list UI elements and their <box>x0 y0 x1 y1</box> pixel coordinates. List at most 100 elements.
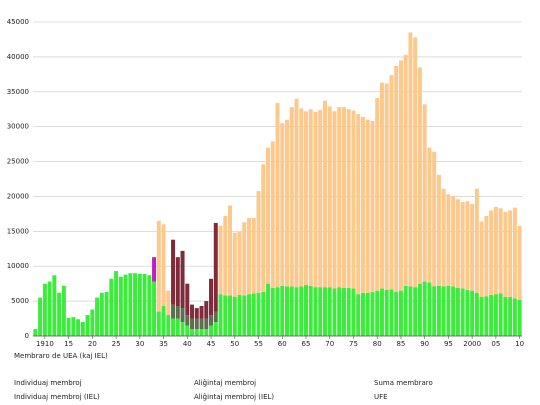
bar-segment <box>209 278 214 316</box>
y-tick-label: 35000 <box>7 88 29 96</box>
bar-segment <box>180 322 185 336</box>
x-axis-label: Membraro de UEA (kaj IEL) <box>14 352 108 360</box>
x-tick-label: 55 <box>254 340 263 348</box>
bar-segment <box>199 318 204 330</box>
bar-segment <box>47 281 52 336</box>
bar-segment <box>261 164 266 293</box>
x-tick-label: 75 <box>349 340 358 348</box>
bar-segment <box>365 292 370 336</box>
bar-segment <box>85 315 90 336</box>
bar-segment <box>422 281 427 336</box>
bar-segment <box>147 275 152 336</box>
bar-segment <box>460 202 465 289</box>
bar-segment <box>180 250 185 309</box>
x-tick-label: 35 <box>159 340 168 348</box>
bar-segment <box>379 288 384 336</box>
y-tick-label: 10000 <box>7 262 29 270</box>
y-tick-label: 15000 <box>7 227 29 235</box>
bar-segment <box>137 273 142 336</box>
bar-segment <box>318 287 323 336</box>
bar-segment <box>204 318 209 330</box>
bar-segment <box>432 151 437 287</box>
legend-entry: UFE <box>374 393 388 401</box>
x-tick-label: 65 <box>302 340 311 348</box>
bar-segment <box>370 292 375 336</box>
bar-segment <box>194 308 199 319</box>
bar-segment <box>403 54 408 286</box>
bar-segment <box>204 329 209 336</box>
bar-segment <box>52 275 57 336</box>
bar-segment <box>66 317 71 336</box>
bar-segment <box>517 299 522 336</box>
bar-segment <box>493 294 498 336</box>
bar-segment <box>398 60 403 291</box>
bar-segment <box>337 107 342 288</box>
y-tick-label: 25000 <box>7 158 29 166</box>
bar-segment <box>436 285 441 336</box>
bar-segment <box>156 220 161 312</box>
y-tick-label: 45000 <box>7 18 29 26</box>
bar-segment <box>247 294 252 336</box>
bar-segment <box>95 297 100 336</box>
bar-segment <box>275 287 280 336</box>
bar-segment <box>498 293 503 336</box>
bar-segment <box>498 208 503 294</box>
bar-segment <box>171 304 176 319</box>
bar-segment <box>294 287 299 336</box>
bar-segment <box>403 285 408 336</box>
bar-segment <box>427 147 432 283</box>
bar-segment <box>242 295 247 336</box>
bar-segment <box>470 290 475 336</box>
bar-segment <box>228 295 233 336</box>
y-tick-label: 40000 <box>7 53 29 61</box>
bar-segment <box>356 294 361 336</box>
bar-segment <box>33 329 38 336</box>
bar-segment <box>266 147 270 284</box>
bar-segment <box>299 108 304 287</box>
x-tick-label: 20 <box>88 340 97 348</box>
bar-segment <box>417 67 422 284</box>
bar-segment <box>303 111 308 286</box>
bar-segment <box>285 286 289 336</box>
bar-segment <box>232 232 237 297</box>
bar-segment <box>375 290 380 336</box>
bar-segment <box>114 271 119 336</box>
x-tick-label: 90 <box>420 340 429 348</box>
bar-segment <box>327 106 332 288</box>
bar-segment <box>204 301 209 319</box>
bar-segment <box>313 287 318 336</box>
x-tick-label: 40 <box>183 340 192 348</box>
bar-segment <box>152 257 157 282</box>
bar-segment <box>484 296 489 336</box>
bar-segment <box>90 309 95 336</box>
bar-segment <box>156 311 161 336</box>
bar-segment <box>261 292 266 336</box>
bar-segment <box>479 296 484 336</box>
bar-segment <box>123 274 128 336</box>
bar-segment <box>42 283 47 336</box>
bar-segment <box>327 287 332 336</box>
bar-segment <box>133 273 138 336</box>
bar-segment <box>38 297 43 336</box>
bar-segment <box>474 188 479 293</box>
bar-segment <box>446 194 451 286</box>
bar-segment <box>171 318 176 336</box>
y-tick-label: 20000 <box>7 192 29 200</box>
bar-segment <box>351 110 356 289</box>
bar-segment <box>270 141 275 288</box>
bar-segment <box>503 296 508 336</box>
bar-segment <box>256 292 261 336</box>
bar-segment <box>199 329 204 336</box>
bar-segment <box>280 285 285 336</box>
bar-segment <box>308 285 313 336</box>
x-tick-label: 85 <box>396 340 405 348</box>
bar-segment <box>175 305 180 319</box>
bar-segment <box>194 329 199 336</box>
bar-segment <box>209 315 214 326</box>
bar-segment <box>237 294 242 336</box>
x-tick-label: 45 <box>207 340 216 348</box>
bar-segment <box>365 119 370 293</box>
bar-segment <box>71 317 76 336</box>
bar-segment <box>360 116 365 293</box>
bar-segment <box>270 287 275 336</box>
